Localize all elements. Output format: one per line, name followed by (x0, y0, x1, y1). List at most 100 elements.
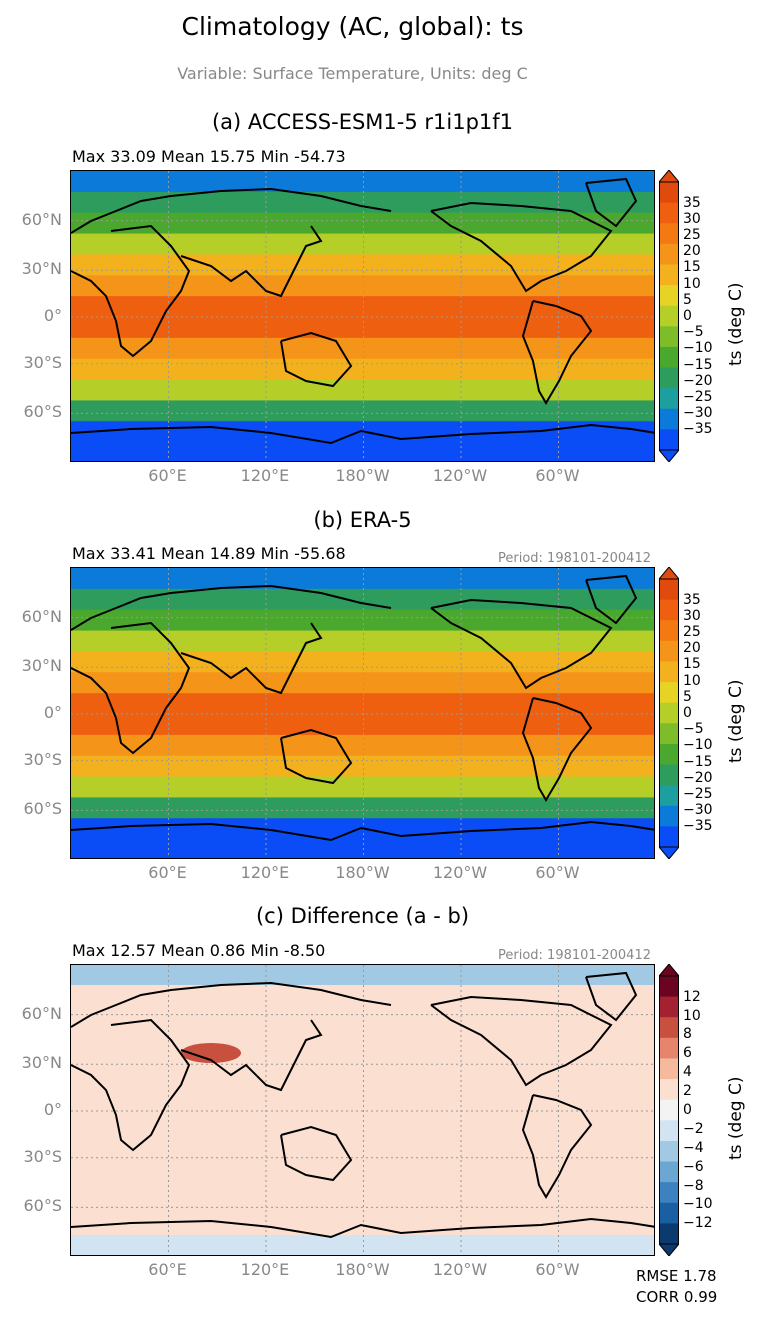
panel-b-stats: Max 33.41 Mean 14.89 Min -55.68 (72, 544, 346, 563)
temperature-band (71, 275, 654, 298)
temperature-band (71, 714, 654, 736)
temperature-band (71, 797, 654, 820)
coastline (71, 187, 392, 234)
temperature-band (71, 317, 654, 339)
temperature-band (71, 296, 654, 318)
panel-b-map (70, 567, 655, 859)
colorbar-segment (659, 785, 679, 807)
temperature-band (71, 442, 654, 461)
colorbar-tick-label: −15 (683, 753, 713, 770)
temperature-band (71, 588, 654, 611)
colorbar-segment (659, 429, 679, 451)
colorbar-segment (659, 1017, 679, 1039)
coastline (521, 1094, 593, 1199)
longitude-label: 120°E (240, 863, 290, 882)
coastline (521, 697, 593, 802)
figure-title: Climatology (AC, global): ts (181, 12, 524, 41)
rmse-value: RMSE 1.78 (636, 1267, 717, 1285)
colorbar-tick-label: 4 (683, 1064, 692, 1081)
coastline (430, 995, 613, 1087)
colorbar-segment (659, 764, 679, 786)
colorbar-tick-label: 2 (683, 1083, 692, 1100)
colorbar-max-arrow (657, 566, 681, 580)
map-canvas (71, 965, 654, 1255)
panel-b-colorbar-label: ts (deg C) (726, 679, 746, 763)
anomaly-region (71, 1235, 654, 1255)
temperature-band (71, 568, 654, 590)
longitude-label: 60°E (148, 1260, 187, 1279)
longitude-label: 120°W (432, 863, 488, 882)
temperature-band (71, 609, 654, 632)
temperature-band (71, 191, 654, 214)
latitude-label: 30°S (23, 749, 62, 769)
longitude-label: 120°W (432, 1260, 488, 1279)
panel-b-period: Period: 198101-200412 (498, 551, 651, 566)
coastline (430, 201, 613, 293)
colorbar-segment (659, 243, 679, 265)
colorbar-min-arrow (657, 449, 681, 463)
coastline (71, 224, 191, 358)
temperature-band (71, 1069, 654, 1092)
temperature-band (71, 1194, 654, 1217)
coastline (71, 981, 392, 1028)
coastline (71, 584, 392, 631)
latitude-label: 0° (43, 703, 62, 722)
colorbar-segment (659, 743, 679, 766)
colorbar-tick-label: −10 (683, 1196, 713, 1213)
coastline (71, 820, 654, 842)
coastline (585, 177, 638, 228)
longitude-label: 180°W (335, 863, 390, 882)
temperature-band (71, 233, 654, 256)
colorbar-segment (659, 1120, 679, 1142)
colorbar-tick-label: 35 (683, 591, 701, 608)
temperature-band (71, 839, 654, 858)
colorbar-segment (659, 264, 679, 286)
colorbar-segment (659, 682, 679, 704)
colorbar-tick-label: 10 (683, 1007, 701, 1024)
colorbar-tick-label: 15 (683, 656, 701, 673)
colorbar-segment (659, 640, 679, 662)
colorbar-segment (659, 1182, 679, 1204)
colorbar-tick-label: 0 (683, 705, 692, 721)
colorbar-segment (659, 326, 679, 348)
panel-c-colorbar (657, 963, 681, 1257)
longitude-label: 60°W (535, 466, 580, 485)
temperature-band (71, 734, 654, 757)
colorbar-tick-label: 0 (683, 308, 692, 324)
colorbar-tick-label: −10 (683, 737, 713, 754)
map-canvas (71, 171, 654, 461)
colorbar-segment (659, 1058, 679, 1080)
colorbar-segment (659, 826, 679, 848)
longitude-label: 60°W (535, 1260, 580, 1279)
longitude-label: 120°W (432, 466, 488, 485)
colorbar-tick-label: 6 (683, 1045, 692, 1062)
colorbar-segment (659, 182, 679, 204)
anomaly-region (71, 965, 654, 985)
colorbar-segment (659, 1099, 679, 1121)
warm-anomaly (181, 1043, 241, 1063)
temperature-band (71, 776, 654, 799)
temperature-band (71, 379, 654, 402)
colorbar-tick-label: −30 (683, 802, 713, 819)
longitude-label: 120°E (240, 466, 290, 485)
colorbar-tick-label: −8 (683, 1177, 704, 1194)
longitude-label: 120°E (240, 1260, 290, 1279)
colorbar-segment (659, 702, 679, 724)
longitude-label: 180°W (335, 1260, 390, 1279)
colorbar-tick-label: 20 (683, 640, 701, 657)
panel-c-title: (c) Difference (a - b) (255, 904, 470, 928)
colorbar-tick-label: 30 (683, 607, 701, 624)
coastline (521, 300, 593, 405)
coastline (280, 1125, 353, 1182)
colorbar-tick-label: 25 (683, 227, 701, 243)
panel-c-colorbar-label: ts (deg C) (726, 1076, 746, 1160)
panel-c-map (70, 964, 655, 1256)
colorbar-segment (659, 1037, 679, 1059)
colorbar-segment (659, 723, 679, 745)
colorbar-tick-label: −30 (683, 405, 713, 422)
colorbar-tick-label: 10 (683, 672, 701, 689)
latitude-label: 60°S (23, 402, 62, 422)
colorbar-tick-label: 35 (683, 194, 701, 211)
colorbar-tick-label: −35 (683, 421, 713, 438)
colorbar-tick-label: −5 (683, 721, 704, 738)
